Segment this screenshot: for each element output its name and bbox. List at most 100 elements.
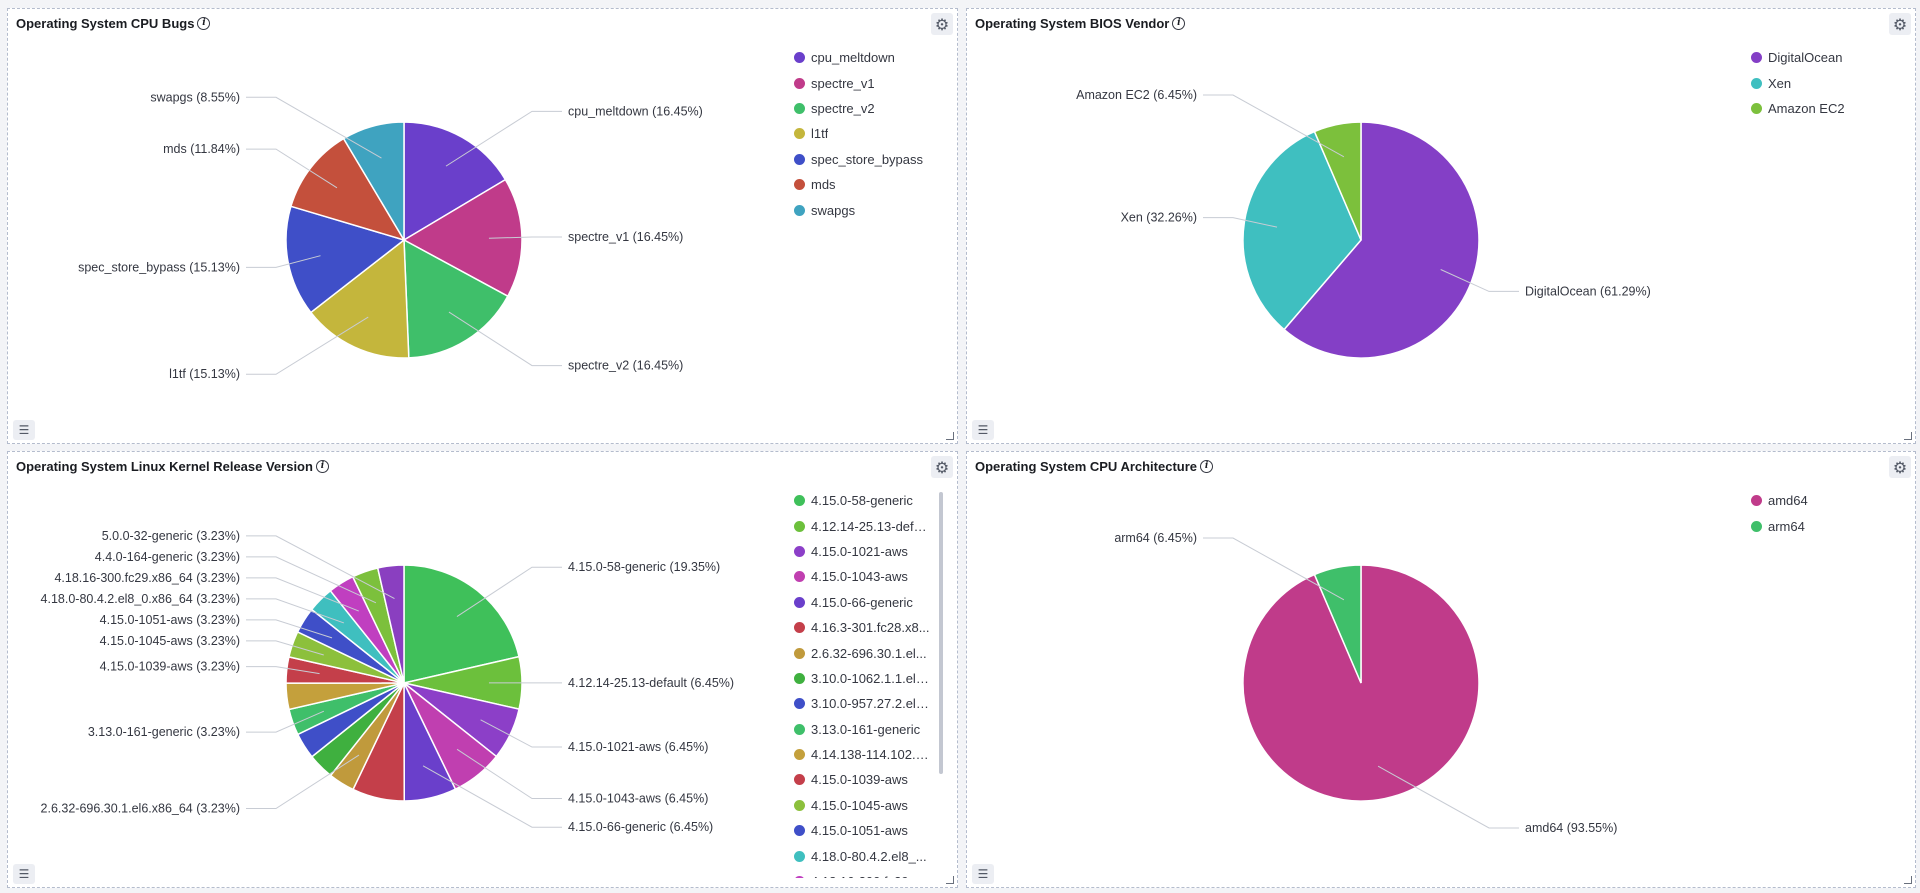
legend-item[interactable]: 4.15.0-1039-aws [794, 767, 930, 792]
slice-label: 4.15.0-66-generic (6.45%) [568, 820, 713, 834]
legend-item[interactable]: 2.6.32-696.30.1.el... [794, 640, 930, 665]
legend-color-dot [794, 647, 805, 659]
resize-handle[interactable] [1904, 432, 1912, 440]
slice-label: 4.15.0-1039-aws (3.23%) [100, 660, 240, 674]
gear-icon[interactable]: ⚙ [1889, 456, 1911, 478]
legend-label: arm64 [1768, 518, 1805, 534]
pie-slice-swapgs[interactable] [342, 121, 405, 243]
slice-label: Amazon EC2 (6.45%) [1076, 88, 1197, 102]
legend-item[interactable]: 3.13.0-161-generic [794, 717, 930, 742]
leader-line [456, 748, 562, 800]
legend-item[interactable]: DigitalOcean [1751, 45, 1901, 70]
pie-slice-4-15-0-58-generic[interactable] [403, 564, 520, 684]
list-icon: ☰ [977, 867, 989, 881]
info-icon[interactable]: i [315, 460, 329, 473]
leader-line [246, 640, 324, 656]
legend-item[interactable]: amd64 [1751, 488, 1901, 513]
legend-item[interactable]: cpu_meltdown [794, 45, 944, 70]
legend-item[interactable]: mds [794, 172, 944, 197]
legend-item[interactable]: 4.15.0-66-generic [794, 590, 930, 615]
slice-label: l1tf (15.13%) [169, 367, 240, 381]
pie-slice-cpu-meltdown[interactable] [403, 121, 507, 242]
gear-icon[interactable]: ⚙ [1889, 13, 1911, 35]
leader-line [422, 765, 562, 828]
leader-line [246, 666, 320, 675]
legend-item[interactable]: 4.15.0-1021-aws [794, 539, 930, 564]
resize-handle[interactable] [946, 432, 954, 440]
legend-item[interactable]: spec_store_bypass [794, 147, 944, 172]
slice-label: amd64 (93.55%) [1525, 821, 1617, 835]
legend-toggle-button[interactable]: ☰ [13, 420, 35, 440]
slice-label: Xen (32.26%) [1121, 211, 1197, 225]
legend-item[interactable]: 3.10.0-957.27.2.el7... [794, 691, 930, 716]
slice-label: DigitalOcean (61.29%) [1525, 284, 1651, 298]
pie-slice-xen[interactable] [1242, 130, 1362, 331]
legend-color-dot [794, 495, 805, 507]
legend-item[interactable]: l1tf [794, 121, 944, 146]
leader-line [448, 311, 562, 367]
legend-scrollbar[interactable] [939, 492, 943, 774]
legend-color-dot [794, 77, 805, 89]
info-icon[interactable]: i [1200, 460, 1214, 473]
resize-handle[interactable] [946, 876, 954, 884]
pie-slice-amazon-ec2[interactable] [1313, 121, 1362, 241]
legend-item[interactable]: 4.15.0-1043-aws [794, 564, 930, 589]
pie-slice-l1tf[interactable] [309, 238, 410, 359]
info-icon[interactable]: i [197, 17, 211, 30]
legend-toggle-button[interactable]: ☰ [972, 420, 994, 440]
leader-line [246, 535, 395, 600]
pie-chart-cpu-bugs: cpu_meltdown (16.45%) spectre_v1 (16.45%)… [78, 90, 703, 381]
info-icon[interactable]: i [1172, 17, 1186, 30]
pie-slice-mds[interactable] [289, 137, 406, 242]
legend-color-dot [1751, 77, 1762, 89]
slice-label: spectre_v1 (16.45%) [568, 230, 683, 244]
legend-color-dot [794, 571, 805, 583]
list-icon: ☰ [977, 423, 989, 437]
legend-item[interactable]: 4.15.0-1051-aws [794, 818, 930, 843]
panel-title: Operating System BIOS Vendor i [975, 16, 1186, 31]
legend-item[interactable]: 4.18.0-80.4.2.el8_... [794, 843, 930, 868]
legend-item[interactable]: arm64 [1751, 513, 1901, 538]
legend-label: 4.15.0-1045-aws [811, 797, 908, 813]
legend-item[interactable]: 4.16.3-301.fc28.x8... [794, 615, 930, 640]
legend-item[interactable]: 4.14.138-114.102.a... [794, 742, 930, 767]
slice-label: spec_store_bypass (15.13%) [78, 260, 240, 274]
legend-item[interactable]: spectre_v2 [794, 96, 944, 121]
legend-label: cpu_meltdown [811, 50, 895, 66]
list-icon: ☰ [18, 423, 30, 437]
legend-item[interactable]: 4.15.0-1045-aws [794, 793, 930, 818]
legend-item[interactable]: 4.15.0-58-generic [794, 488, 930, 513]
legend-label: spectre_v1 [811, 75, 875, 91]
legend-item[interactable]: Xen [1751, 70, 1901, 95]
leader-line [456, 566, 562, 617]
gear-icon[interactable]: ⚙ [931, 13, 953, 35]
leader-line [246, 710, 325, 733]
panel-title: Operating System CPU Architecture i [975, 459, 1214, 474]
legend-label: 4.15.0-1043-aws [811, 569, 908, 585]
leader-line [1203, 217, 1278, 228]
legend-toggle-button[interactable]: ☰ [972, 864, 994, 884]
pie-slice-digitalocean[interactable] [1283, 121, 1480, 359]
legend-item[interactable]: spectre_v1 [794, 70, 944, 95]
slice-label: 4.15.0-1043-aws (6.45%) [568, 792, 708, 806]
slice-label: 4.15.0-1021-aws (6.45%) [568, 740, 708, 754]
pie-slice-spectre-v2[interactable] [403, 238, 509, 359]
resize-handle[interactable] [1904, 876, 1912, 884]
legend-toggle-button[interactable]: ☰ [13, 864, 35, 884]
pie-slice-5-0-0-32-generic[interactable] [376, 564, 405, 684]
gear-icon[interactable]: ⚙ [931, 456, 953, 478]
legend-item[interactable]: swapgs [794, 197, 944, 222]
legend-label: 4.16.3-301.fc28.x8... [811, 620, 930, 636]
legend-item[interactable]: 4.12.14-25.13-defa... [794, 513, 930, 538]
legend-label: 3.10.0-1062.1.1.el7.... [811, 670, 930, 686]
legend-label: swapgs [811, 202, 856, 218]
legend-item[interactable]: 4.18.16-300.fc29.x8... [794, 869, 930, 878]
slice-label: 3.13.0-161-generic (3.23%) [88, 725, 240, 739]
legend-item[interactable]: Amazon EC2 [1751, 96, 1901, 121]
legend-item[interactable]: 3.10.0-1062.1.1.el7.... [794, 666, 930, 691]
pie-slice-spec-store-bypass[interactable] [285, 205, 406, 314]
pie-slice-arm64[interactable] [1313, 564, 1362, 684]
legend-color-dot [794, 128, 805, 140]
legend-color-dot [794, 52, 805, 64]
panel-cpu-arch: Operating System CPU Architecture i ⚙ amd… [966, 451, 1916, 888]
